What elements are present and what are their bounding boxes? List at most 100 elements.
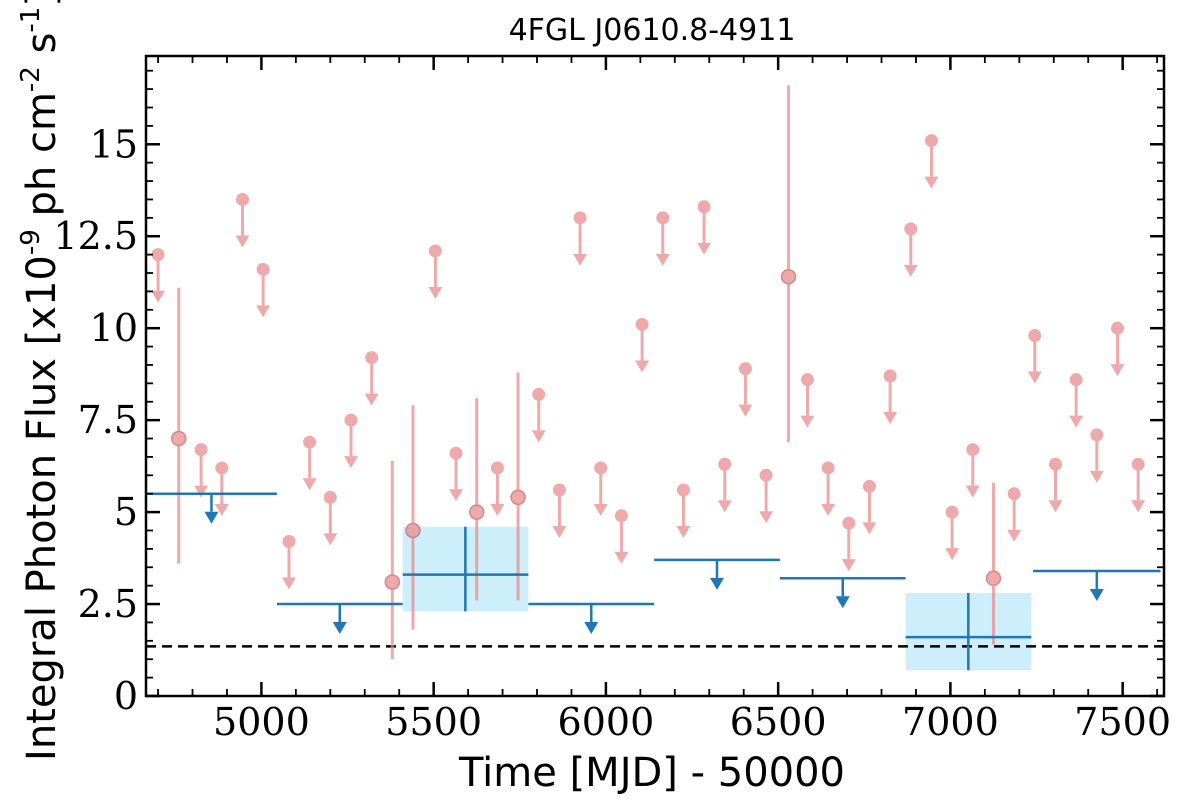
upper-limit-point — [428, 244, 442, 258]
upper-limit-arrow-head — [302, 478, 317, 491]
detection-marker — [468, 398, 485, 601]
long-bin-upper-limit — [146, 492, 277, 524]
upper-limit-arrow-head — [655, 253, 670, 266]
detection-point — [170, 430, 187, 447]
upper-limit-point — [256, 262, 270, 276]
upper-limit-arrow-head — [738, 404, 753, 417]
upper-limit-point — [635, 318, 649, 332]
upper-limit-marker — [194, 443, 209, 498]
upper-limit-marker — [883, 369, 898, 424]
upper-limit-arrow-head — [821, 503, 836, 516]
upper-limit-arrow-head — [635, 360, 650, 373]
upper-limit-arrow-head — [531, 430, 546, 443]
long-bin-upper-limit — [779, 577, 906, 609]
upper-limit-marker — [676, 483, 691, 539]
upper-limit-arrow-head — [490, 503, 505, 516]
upper-limit-arrow-head — [214, 503, 229, 516]
upper-limit-point — [1069, 373, 1083, 387]
upper-limit-arrow-head — [194, 485, 209, 498]
x-tick-label: 6500 — [730, 700, 827, 744]
upper-limit-marker — [800, 373, 815, 428]
upper-limit-point — [842, 516, 856, 530]
upper-limit-point — [303, 435, 317, 449]
upper-limit-marker — [302, 435, 317, 491]
upper-limit-arrow-head — [903, 264, 918, 277]
upper-limit-marker — [945, 505, 960, 561]
upper-limit-marker — [428, 244, 443, 299]
upper-limit-arrow-head — [1007, 529, 1022, 542]
upper-limit-arrow-head — [552, 526, 567, 539]
upper-limit-arrow-head — [1089, 470, 1104, 483]
upper-limit-point — [1048, 457, 1062, 471]
upper-limit-point — [594, 461, 608, 475]
upper-limit-marker — [593, 461, 608, 516]
upper-limit-point — [718, 457, 732, 471]
x-tick-label: 5000 — [213, 700, 310, 744]
upper-limit-marker — [717, 457, 732, 513]
upper-limit-marker — [965, 443, 980, 498]
upper-limit-arrow-head — [1131, 500, 1146, 513]
upper-limit-marker — [256, 262, 271, 318]
upper-limit-arrow-head — [965, 485, 980, 498]
long-bin-detection — [402, 526, 529, 612]
upper-limit-marker — [1007, 487, 1022, 542]
long-bin-arrow-head — [204, 511, 219, 524]
upper-limit-marker — [490, 461, 505, 516]
upper-limit-marker — [862, 479, 877, 535]
long-bin-upper-limit — [1033, 569, 1161, 601]
long-bin-upper-limit — [654, 558, 780, 590]
upper-limit-point — [532, 387, 546, 401]
upper-limit-point — [883, 369, 897, 383]
x-tick-label: 7000 — [902, 700, 999, 744]
detection-point — [468, 504, 485, 520]
upper-limit-marker — [1069, 373, 1084, 428]
upper-limit-arrow-head — [428, 286, 443, 299]
upper-limit-point — [945, 505, 959, 519]
long-bin-arrow-head — [332, 622, 347, 635]
upper-limit-arrow-head — [800, 415, 815, 428]
upper-limit-point — [1110, 321, 1124, 335]
long-bin-arrow-head — [584, 622, 599, 635]
upper-limit-arrow-head — [945, 548, 960, 561]
long-bin-arrow-head — [710, 577, 725, 590]
long-bin-upper-limit — [528, 602, 655, 635]
upper-limit-arrow-head — [235, 235, 250, 248]
upper-limit-point — [1131, 457, 1145, 471]
detection-point — [384, 574, 401, 590]
upper-limit-point — [235, 192, 249, 206]
upper-limit-marker — [281, 535, 296, 590]
upper-limit-point — [1007, 487, 1021, 501]
upper-limit-marker — [235, 192, 250, 248]
upper-limit-point — [323, 490, 337, 504]
upper-limit-arrow-head — [924, 176, 939, 189]
upper-limit-point — [1028, 329, 1042, 343]
long-bin-upper-limit — [276, 602, 403, 635]
x-axis-title: Time [MJD] - 50000 — [458, 750, 845, 796]
upper-limit-marker — [1048, 457, 1063, 513]
upper-limit-point — [800, 373, 814, 387]
upper-limit-point — [1090, 428, 1104, 442]
upper-limit-point — [344, 413, 358, 427]
upper-limit-point — [573, 211, 587, 225]
upper-limit-arrow-head — [1069, 415, 1084, 428]
upper-limit-marker — [449, 446, 464, 502]
upper-limit-point — [924, 134, 938, 148]
y-tick-label: 7.5 — [78, 398, 138, 442]
upper-limit-point — [697, 200, 711, 214]
y-tick-label: 2.5 — [78, 582, 138, 626]
upper-limit-point — [151, 248, 165, 262]
upper-limit-arrow-head — [1027, 371, 1042, 384]
upper-limit-point — [759, 468, 773, 482]
upper-limit-arrow-head — [343, 456, 358, 469]
upper-limit-marker — [697, 200, 712, 255]
upper-limit-arrow-head — [697, 242, 712, 255]
upper-limit-marker — [552, 483, 567, 539]
upper-limit-arrow-head — [151, 290, 166, 303]
detection-marker — [405, 405, 421, 630]
upper-limit-arrow-head — [364, 393, 379, 406]
upper-limit-arrow-head — [593, 503, 608, 516]
upper-limit-marker — [635, 318, 650, 373]
upper-limit-arrow-head — [1110, 364, 1125, 377]
upper-limit-marker — [759, 468, 774, 524]
